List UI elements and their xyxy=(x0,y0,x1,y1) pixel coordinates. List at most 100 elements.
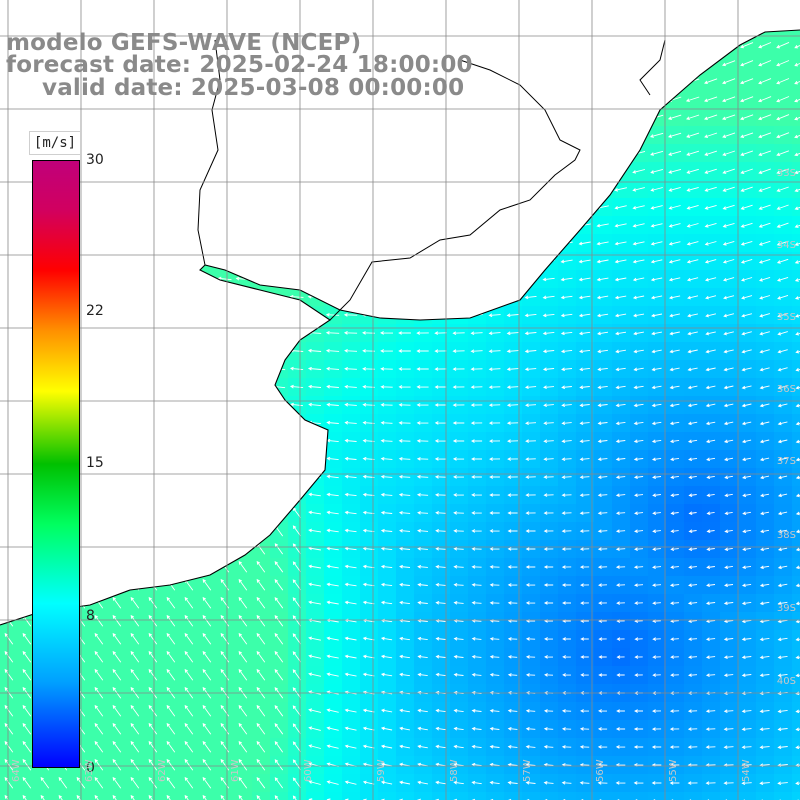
wind-arrow xyxy=(452,367,465,371)
wind-speed-cell xyxy=(558,792,576,800)
wind-arrow xyxy=(471,475,482,479)
wind-arrow xyxy=(650,150,664,156)
wind-arrow xyxy=(760,475,770,480)
wind-arrow xyxy=(633,457,644,462)
wind-arrow xyxy=(399,636,410,641)
wind-arrow xyxy=(434,367,447,371)
wind-arrow xyxy=(452,421,465,425)
wind-arrow xyxy=(579,475,590,480)
lat-label: 34S xyxy=(776,240,796,251)
wind-arrow xyxy=(615,781,626,785)
wind-arrow xyxy=(148,776,158,789)
wind-arrow xyxy=(669,709,680,713)
wind-arrow xyxy=(148,596,158,609)
wind-arrow xyxy=(471,636,482,641)
wind-arrow xyxy=(741,367,752,372)
wind-arrow xyxy=(94,704,104,717)
wind-arrow xyxy=(202,650,212,663)
wind-arrow xyxy=(724,547,733,552)
wind-arrow xyxy=(794,276,800,282)
wind-arrow xyxy=(344,654,357,659)
wind-arrow xyxy=(507,565,518,569)
wind-arrow xyxy=(435,654,446,659)
wind-speed-cell xyxy=(792,90,800,108)
wind-arrow xyxy=(274,632,284,645)
wind-arrow xyxy=(706,511,715,516)
lon-label: 61W xyxy=(230,759,241,782)
wind-arrow xyxy=(652,565,662,570)
wind-arrow xyxy=(525,655,536,659)
wind-arrow xyxy=(795,529,800,534)
wind-arrow xyxy=(794,96,800,103)
wind-arrow xyxy=(489,547,500,551)
wind-arrow xyxy=(686,277,699,282)
wind-arrow xyxy=(650,168,664,174)
wind-arrow xyxy=(777,745,788,750)
lon-label: 56W xyxy=(595,759,606,782)
wind-arrow xyxy=(202,614,212,627)
wind-speed-cell xyxy=(288,792,306,800)
wind-arrow xyxy=(723,313,735,318)
wind-arrow xyxy=(453,762,464,767)
wind-arrow xyxy=(507,493,518,497)
wind-speed-cell xyxy=(756,792,774,800)
wind-arrow xyxy=(489,672,500,677)
wind-arrow xyxy=(166,704,176,717)
wind-arrow xyxy=(652,475,662,480)
wind-arrow xyxy=(435,708,446,713)
wind-arrow xyxy=(652,547,661,552)
wind-speed-cell xyxy=(180,792,198,800)
wind-arrow xyxy=(507,744,518,749)
wind-arrow xyxy=(777,583,788,588)
wind-speed-cell xyxy=(36,792,54,800)
wind-arrow xyxy=(688,493,697,498)
wind-arrow xyxy=(614,241,627,246)
wind-arrow xyxy=(184,650,194,663)
wind-arrow xyxy=(238,614,248,627)
wind-arrow xyxy=(578,259,591,264)
wind-speed-cell xyxy=(792,360,800,378)
wind-arrow xyxy=(650,205,663,210)
wind-arrow xyxy=(741,655,752,660)
wind-speed-cell xyxy=(414,792,432,800)
wind-arrow xyxy=(470,421,483,425)
wind-speed-cell xyxy=(792,270,800,288)
wind-speed-cell xyxy=(396,792,414,800)
wind-arrow xyxy=(758,204,771,210)
wind-arrow xyxy=(380,349,393,353)
wind-arrow xyxy=(687,439,698,444)
wind-speed-cell xyxy=(792,396,800,414)
wind-arrow xyxy=(741,619,752,624)
wind-arrow xyxy=(579,385,590,390)
wind-arrow xyxy=(525,457,536,461)
wind-speed-cell xyxy=(792,720,800,738)
wind-arrow xyxy=(723,601,734,606)
wind-arrow xyxy=(274,669,284,681)
wind-arrow xyxy=(220,614,230,627)
wind-arrow xyxy=(741,583,752,588)
wind-arrow xyxy=(166,740,176,753)
wind-arrow xyxy=(597,367,608,372)
wind-arrow xyxy=(380,492,393,497)
wind-arrow xyxy=(758,114,772,121)
wind-speed-cell xyxy=(234,792,252,800)
wind-arrow xyxy=(325,312,340,317)
wind-arrow xyxy=(148,794,158,800)
wind-arrow xyxy=(670,637,679,641)
wind-arrow xyxy=(776,186,789,192)
wind-arrow xyxy=(741,421,752,426)
wind-arrow xyxy=(777,637,788,642)
wind-arrow xyxy=(381,708,393,713)
wind-arrow xyxy=(489,780,500,785)
wind-arrow xyxy=(794,294,800,300)
wind-arrow xyxy=(292,561,301,573)
wind-arrow xyxy=(669,367,680,372)
wind-speed-cell xyxy=(792,144,800,162)
wind-arrow xyxy=(616,601,625,605)
wind-arrow xyxy=(507,511,518,515)
wind-arrow xyxy=(130,758,140,771)
wind-arrow xyxy=(650,241,663,246)
wind-speed-cell xyxy=(576,792,594,800)
wind-arrow xyxy=(686,150,700,156)
wind-arrow xyxy=(760,529,770,534)
